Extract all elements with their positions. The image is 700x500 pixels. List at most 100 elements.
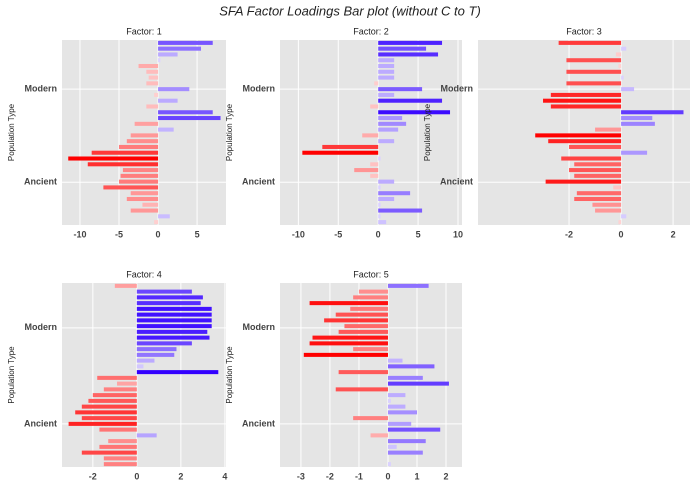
bar (378, 75, 395, 80)
y-tick-label: Modern (243, 322, 276, 332)
bar (378, 58, 395, 63)
bar (136, 301, 201, 306)
bar (558, 40, 622, 45)
x-tick-label: 0 (134, 471, 139, 481)
bar (550, 104, 622, 109)
bar (621, 116, 653, 121)
x-tick-label: -2 (89, 471, 97, 481)
bar (574, 196, 622, 202)
bar (354, 168, 379, 173)
plot-background (280, 40, 462, 225)
bar (99, 427, 137, 432)
y-tick-label: Modern (243, 84, 276, 94)
x-tick-label: -10 (73, 229, 86, 239)
bar (378, 179, 395, 184)
bar (136, 318, 212, 323)
bar (103, 387, 137, 392)
bar (312, 335, 388, 340)
bar (387, 364, 435, 369)
bar (146, 104, 159, 109)
bar (120, 173, 159, 178)
x-tick-label: 2 (178, 471, 183, 481)
bar (550, 92, 622, 97)
bar (595, 127, 622, 132)
x-tick-label: -5 (334, 229, 342, 239)
bar (302, 150, 379, 155)
bar (370, 433, 388, 438)
bar (91, 150, 159, 155)
bar (97, 375, 137, 380)
y-tick-label: Modern (25, 322, 58, 332)
bar (621, 110, 684, 115)
bar (158, 46, 202, 51)
bar (621, 75, 624, 80)
bar (621, 121, 655, 126)
figure-title: SFA Factor Loadings Bar plot (without C … (219, 3, 481, 18)
x-tick-label: -3 (297, 471, 305, 481)
bar (621, 46, 627, 51)
bar (378, 220, 387, 225)
y-tick-label: Modern (441, 84, 474, 94)
bar (378, 69, 395, 74)
bar (378, 191, 411, 196)
bar (353, 295, 388, 300)
bar (136, 324, 212, 329)
bar (324, 318, 388, 323)
x-tick-label: 2 (671, 229, 676, 239)
bar (322, 144, 379, 149)
bar (378, 46, 427, 51)
bar (136, 335, 210, 340)
bar (378, 87, 423, 92)
bar (158, 40, 213, 45)
bar (621, 214, 627, 219)
bar (126, 196, 159, 202)
bar (387, 398, 391, 403)
bar (378, 127, 399, 132)
bar (119, 144, 159, 149)
bar (569, 168, 622, 173)
bar (613, 185, 622, 190)
bar (130, 208, 159, 213)
bar (303, 352, 388, 357)
x-tick-label: -2 (565, 229, 573, 239)
bar (378, 116, 403, 121)
panel: Factor: 5 Population Type -3 -2 -1 0 1 2 Modern A… (225, 269, 462, 481)
bar (621, 150, 648, 155)
y-tick-label: Ancient (242, 177, 275, 187)
bar (362, 133, 379, 138)
y-axis-label: Population Type (423, 103, 432, 161)
x-tick-label: -5 (115, 229, 123, 239)
bar (378, 40, 443, 45)
bar (566, 69, 622, 74)
bar (154, 92, 159, 97)
x-tick-label: 0 (376, 229, 381, 239)
bar (387, 381, 449, 386)
bar (370, 162, 379, 167)
bar (353, 347, 388, 352)
bar (99, 444, 137, 449)
x-tick-label: -10 (292, 229, 305, 239)
bar (370, 173, 379, 178)
bar (68, 156, 159, 161)
bar (387, 421, 412, 426)
bar (576, 191, 622, 196)
bar (338, 370, 388, 375)
x-tick-label: 5 (195, 229, 200, 239)
y-axis-label: Population Type (7, 346, 16, 404)
bar (158, 98, 178, 103)
x-tick-label: -2 (326, 471, 334, 481)
bar (378, 185, 381, 190)
bar (344, 324, 388, 329)
bar (378, 196, 395, 202)
bar (136, 370, 219, 375)
bar (335, 312, 388, 317)
bar (136, 358, 155, 363)
bar (358, 289, 388, 294)
bar (592, 202, 622, 207)
bar (130, 191, 159, 196)
bar (338, 329, 388, 334)
bar (378, 139, 395, 144)
bar (387, 444, 397, 449)
bar (154, 220, 159, 225)
panel: Factor: 1 Population Type -10 -5 0 5 Modern Anc… (7, 26, 226, 239)
